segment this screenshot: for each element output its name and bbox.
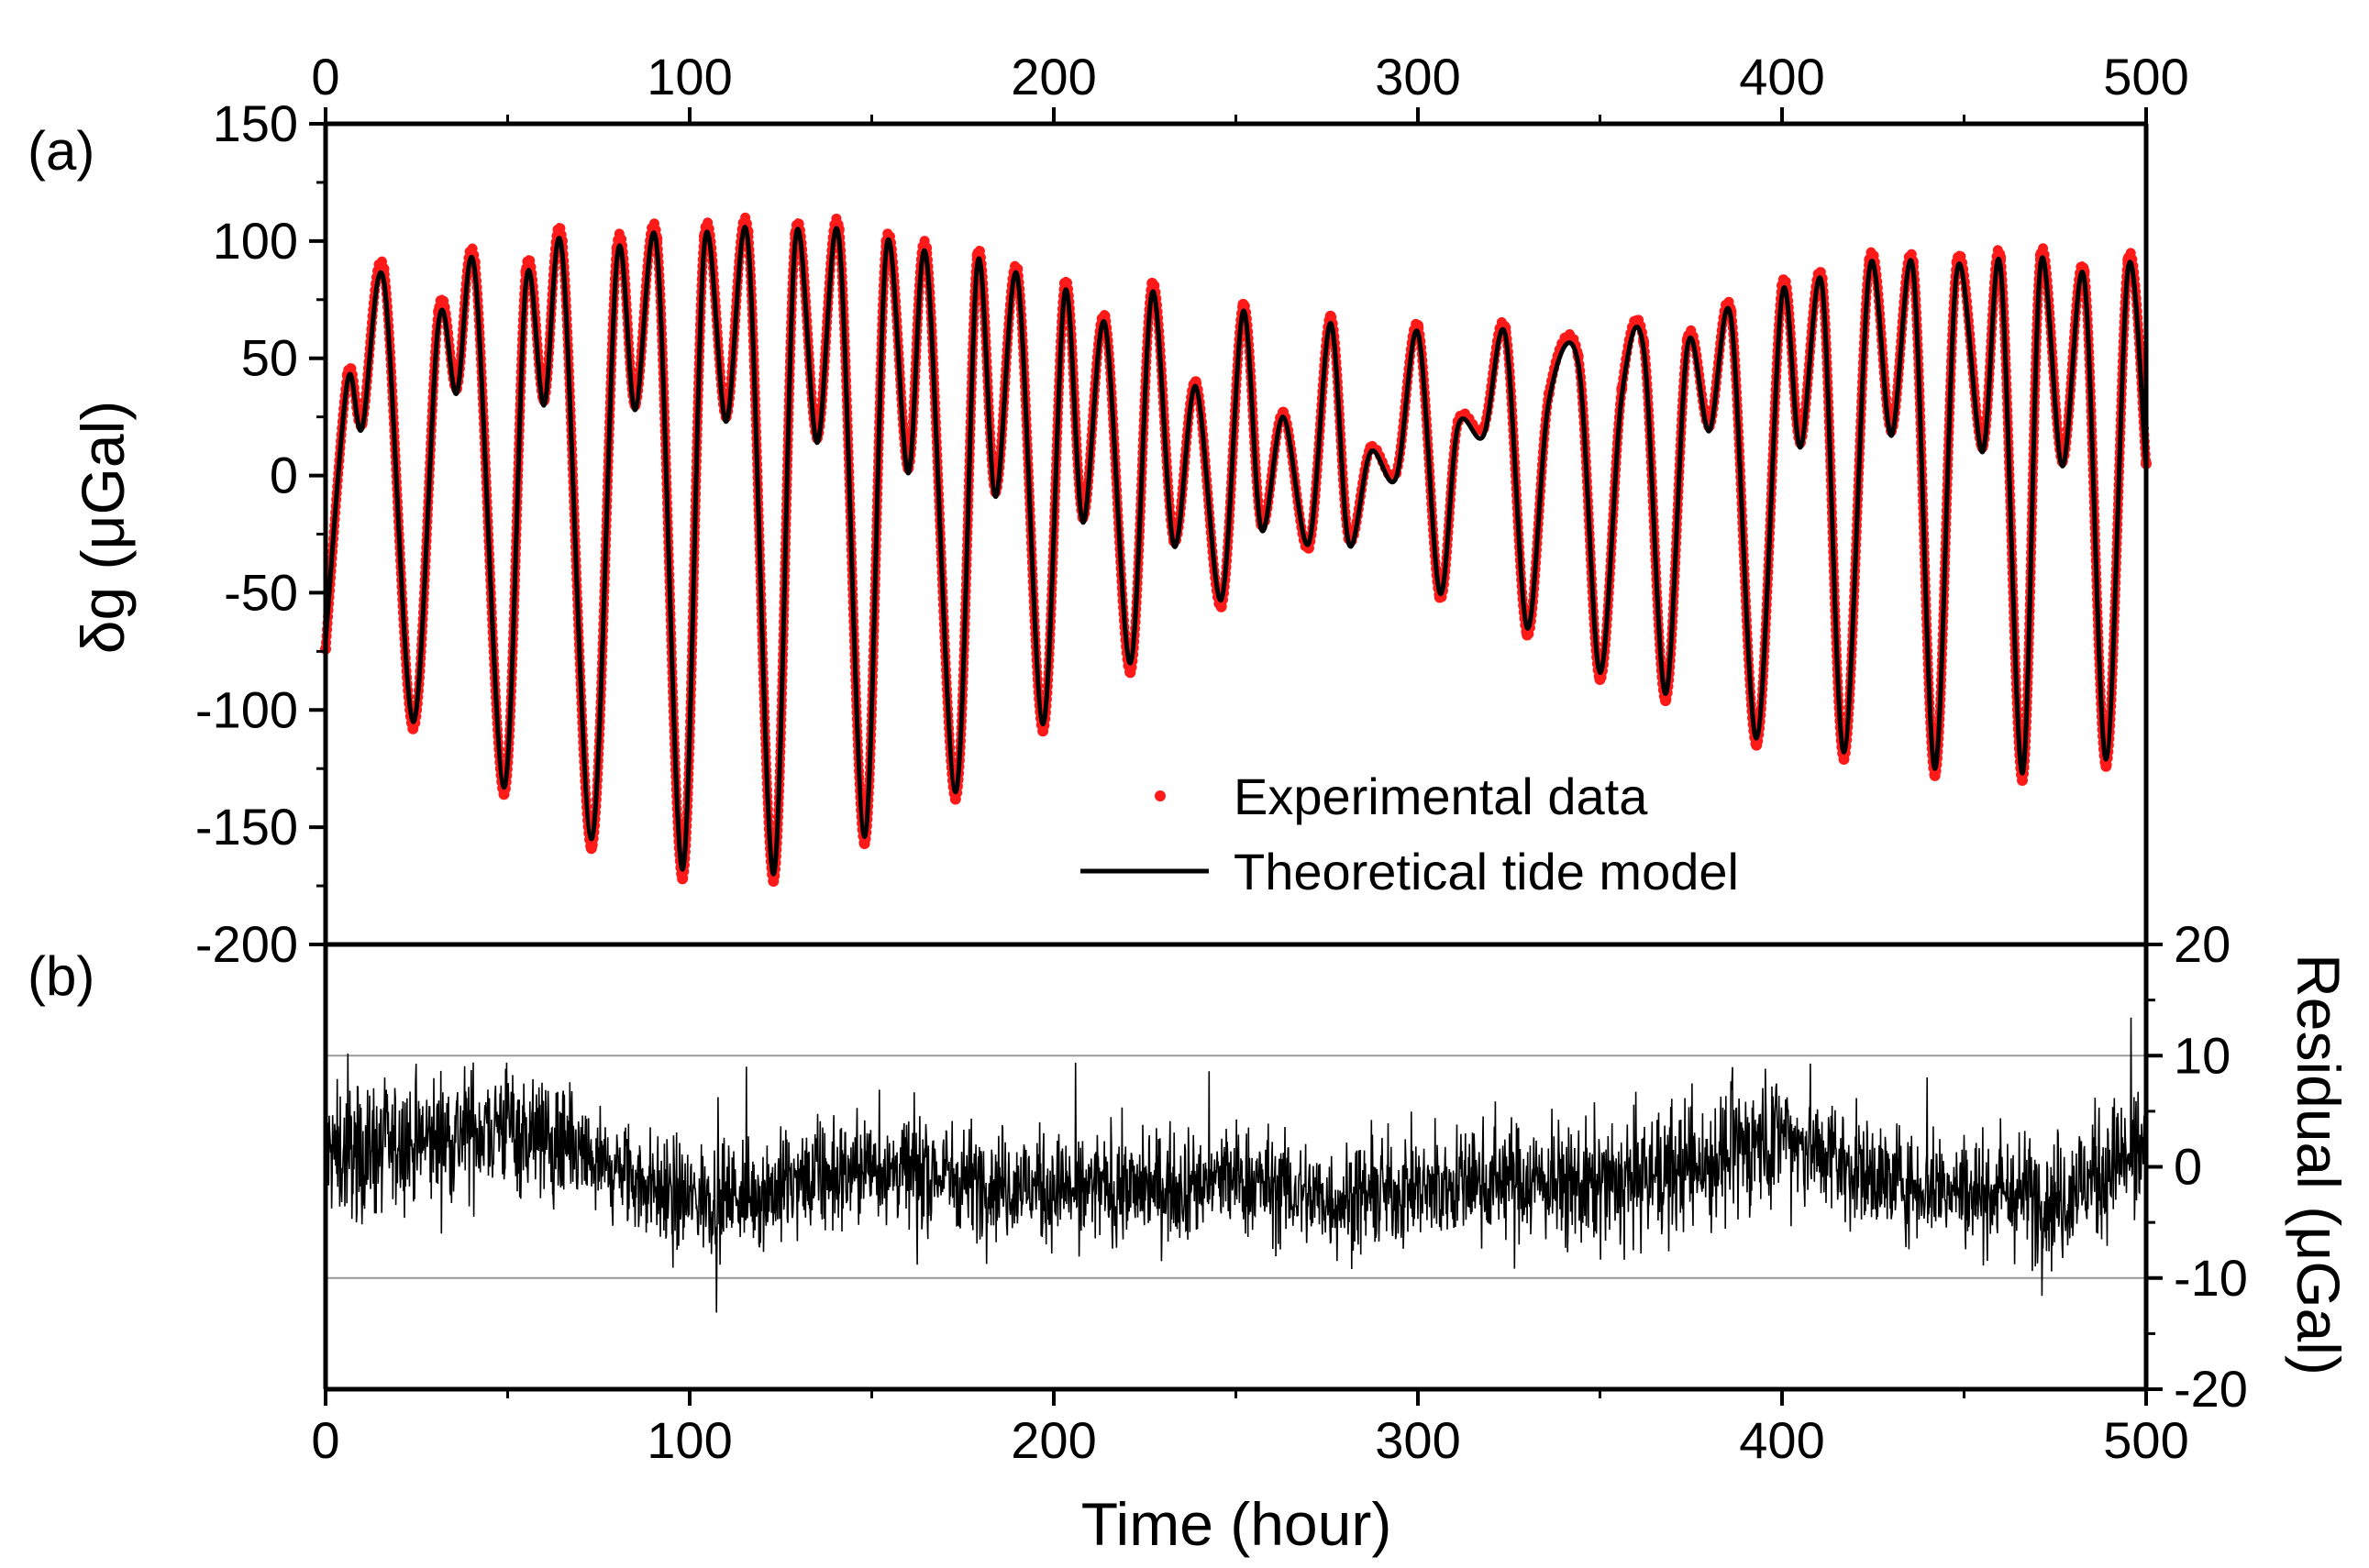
legend-marker-experimental (1155, 790, 1166, 801)
x-tick-label-top-200: 200 (1011, 48, 1096, 105)
data-point-experimental-33 (1058, 277, 1070, 289)
x-tick-label-bottom-500: 500 (2103, 1411, 2188, 1469)
panel-a-label: (a) (28, 120, 94, 182)
data-point-experimental-49 (1412, 319, 1423, 331)
x-tick-label-bottom-200: 200 (1011, 1411, 1096, 1469)
x-tick-label-bottom-100: 100 (647, 1411, 732, 1469)
y-axis-title-b: Residual (μGal) (2285, 954, 2352, 1375)
data-point-experimental-72 (1929, 769, 1941, 781)
data-point-experimental-57 (1594, 674, 1606, 685)
data-point-experimental-60 (1660, 695, 1671, 707)
data-point-experimental-36 (1124, 667, 1136, 679)
y-tick-label-b-20: 20 (2174, 915, 2231, 973)
y-tick-label-a--100: -100 (195, 680, 298, 738)
data-point-experimental-80 (2100, 760, 2112, 772)
legend-label-experimental: Experimental data (1234, 767, 1648, 825)
data-point-experimental-28 (949, 793, 961, 805)
data-point-experimental-54 (1522, 629, 1533, 641)
y-axis-title-a: δg (μGal) (69, 401, 137, 654)
data-point-experimental-68 (1838, 754, 1850, 765)
data-point-experimental-12 (585, 843, 597, 855)
legend: Experimental data Theoretical tide model (1080, 767, 1739, 900)
x-tick-label-top-300: 300 (1375, 48, 1460, 105)
y-tick-label-a-0: 0 (270, 447, 298, 504)
y-tick-label-b-0: 0 (2174, 1138, 2202, 1196)
data-point-experimental-16 (677, 873, 689, 885)
series-theoretical-tide-model (323, 225, 2149, 877)
data-point-experimental-40 (1215, 601, 1227, 613)
data-point-experimental-4 (407, 723, 419, 734)
data-point-experimental-24 (858, 838, 870, 849)
x-tick-label-top-400: 400 (1739, 48, 1824, 105)
y-tick-label-a--50: -50 (224, 563, 298, 621)
data-point-experimental-20 (768, 876, 780, 887)
data-point-experimental-39 (1190, 376, 1201, 388)
panel-b-label: (b) (28, 945, 94, 1007)
data-point-experimental-45 (1324, 310, 1336, 322)
series-residual (325, 1017, 2147, 1313)
data-point-experimental-43 (1278, 406, 1290, 418)
x-tick-label-bottom-400: 400 (1739, 1411, 1824, 1469)
x-tick-label-bottom-300: 300 (1375, 1411, 1460, 1469)
y-tick-label-b--10: -10 (2174, 1249, 2248, 1307)
y-tick-label-a-150: 150 (213, 94, 298, 152)
panel-b-plot (325, 1017, 2147, 1313)
data-point-experimental-35 (1099, 310, 1111, 322)
y-tick-label-a-100: 100 (213, 212, 298, 270)
data-point-experimental-41 (1237, 298, 1249, 310)
data-point-experimental-76 (2017, 775, 2028, 786)
x-tick-label-bottom-0: 0 (311, 1411, 339, 1469)
legend-label-theory: Theoretical tide model (1234, 843, 1739, 900)
data-point-experimental-64 (1751, 739, 1763, 751)
x-tick-label-top-0: 0 (311, 48, 339, 105)
y-tick-label-a-50: 50 (241, 329, 298, 387)
axes: 00100100200200300300400400500500-200-150… (195, 48, 2248, 1469)
y-tick-label-a--150: -150 (195, 798, 298, 856)
x-axis-title: Time (hour) (1081, 1490, 1392, 1558)
panel-a-plot (320, 212, 2152, 887)
y-tick-label-b-10: 10 (2174, 1026, 2231, 1084)
y-tick-label-a--200: -200 (195, 915, 298, 973)
data-point-experimental-37 (1146, 277, 1158, 289)
data-point-experimental-32 (1037, 725, 1049, 737)
y-tick-label-b--20: -20 (2174, 1360, 2248, 1418)
x-tick-label-top-500: 500 (2103, 48, 2188, 105)
x-tick-label-top-100: 100 (647, 48, 732, 105)
data-point-experimental-8 (498, 789, 510, 801)
